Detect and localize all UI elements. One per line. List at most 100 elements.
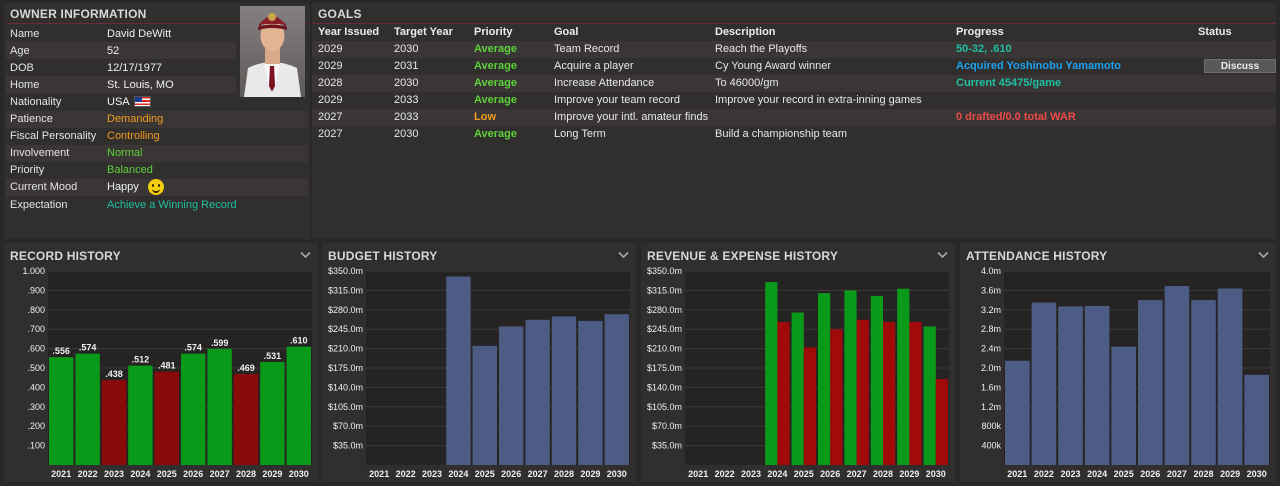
revenue-bar[interactable] bbox=[765, 282, 778, 465]
col-header-target-year[interactable]: Target Year bbox=[394, 26, 453, 38]
goal-row[interactable]: 2028 2030 Average Increase Attendance To 460… bbox=[312, 75, 1276, 92]
chevron-down-icon[interactable] bbox=[1258, 251, 1269, 259]
bar[interactable] bbox=[49, 357, 74, 465]
revenue-bar[interactable] bbox=[923, 326, 936, 465]
bar[interactable] bbox=[260, 361, 285, 465]
goal-description: Reach the Playoffs bbox=[715, 43, 808, 55]
expense-bar[interactable] bbox=[777, 321, 790, 465]
y-tick-label: $245.0m bbox=[647, 324, 682, 334]
revenue-bar[interactable] bbox=[791, 312, 804, 465]
bar[interactable] bbox=[1138, 300, 1163, 465]
bar[interactable] bbox=[1058, 306, 1083, 465]
bar[interactable] bbox=[604, 314, 629, 465]
usa-flag-icon bbox=[133, 96, 151, 108]
x-tick-label: 2021 bbox=[688, 469, 708, 479]
bar[interactable] bbox=[525, 319, 550, 465]
bar-value-label: .610 bbox=[290, 336, 308, 346]
goal-row[interactable]: 2027 2033 Low Improve your intl. amateur fi… bbox=[312, 109, 1276, 126]
goal-priority: Average bbox=[474, 43, 518, 55]
y-tick-label: $140.0m bbox=[328, 382, 363, 392]
expense-bar[interactable] bbox=[830, 329, 843, 465]
bar[interactable] bbox=[1005, 360, 1030, 465]
owner-info-value-text: 52 bbox=[107, 44, 120, 57]
chevron-down-icon[interactable] bbox=[618, 251, 629, 259]
revenue-expense-history-chart: $350.0m $315.0m $280.0m $245.0m $210.0m $175.… bbox=[647, 266, 949, 479]
col-header-status[interactable]: Status bbox=[1198, 26, 1232, 38]
col-header-goal[interactable]: Goal bbox=[554, 26, 579, 38]
x-tick-label: 2029 bbox=[262, 469, 282, 479]
bar[interactable] bbox=[1084, 305, 1110, 465]
expense-bar[interactable] bbox=[909, 321, 922, 465]
expense-bar[interactable] bbox=[883, 321, 896, 465]
y-tick-label: $175.0m bbox=[647, 363, 682, 373]
owner-info-value-text: David DeWitt bbox=[107, 27, 172, 40]
y-tick-label: .900 bbox=[27, 285, 45, 295]
owner-info-value-text: Normal bbox=[107, 147, 143, 160]
bar[interactable] bbox=[1191, 300, 1216, 465]
owner-panel-title: OWNER INFORMATION bbox=[10, 7, 147, 21]
goal-row[interactable]: 2029 2030 Average Team Record Reach the Play… bbox=[312, 41, 1276, 58]
owner-info-label: Nationality bbox=[10, 95, 62, 108]
y-tick-label: .500 bbox=[27, 363, 45, 373]
budget-history-chart: $350.0m $315.0m $280.0m $245.0m $210.0m $175.… bbox=[328, 266, 630, 479]
bar[interactable] bbox=[578, 320, 603, 465]
bar[interactable] bbox=[128, 365, 153, 465]
bar[interactable] bbox=[551, 316, 577, 465]
col-header-progress[interactable]: Progress bbox=[956, 26, 1004, 38]
owner-info-value-text: St. Louis, MO bbox=[107, 78, 174, 91]
bar[interactable] bbox=[499, 326, 524, 465]
bar[interactable] bbox=[1164, 286, 1190, 465]
bar[interactable] bbox=[233, 374, 259, 465]
y-tick-label: 3.2m bbox=[981, 305, 1001, 315]
x-tick-label: 2024 bbox=[767, 469, 787, 479]
revenue-bar[interactable] bbox=[897, 288, 910, 465]
goal-row[interactable]: 2029 2031 Average Acquire a player Cy Young … bbox=[312, 58, 1276, 75]
bar[interactable] bbox=[446, 276, 471, 465]
y-tick-label: 3.6m bbox=[981, 285, 1001, 295]
owner-info-label: Home bbox=[10, 78, 40, 91]
revenue-bar[interactable] bbox=[818, 293, 831, 465]
goal-row[interactable]: 2027 2030 Average Long Term Build a champion… bbox=[312, 126, 1276, 143]
bar[interactable] bbox=[1244, 374, 1269, 465]
x-tick-label: 2023 bbox=[1060, 469, 1080, 479]
x-tick-label: 2023 bbox=[104, 469, 124, 479]
expense-bar[interactable] bbox=[856, 319, 869, 465]
owner-info-value: 12/17/1977 bbox=[107, 62, 162, 74]
goal-target-year: 2033 bbox=[394, 111, 419, 123]
bar[interactable] bbox=[75, 353, 100, 465]
expense-bar[interactable] bbox=[935, 379, 948, 465]
bar-value-label: .574 bbox=[79, 343, 97, 353]
bar[interactable] bbox=[101, 380, 127, 465]
chevron-down-icon[interactable] bbox=[300, 251, 311, 259]
x-tick-label: 2024 bbox=[130, 469, 150, 479]
x-tick-label: 2029 bbox=[899, 469, 919, 479]
x-tick-label: 2021 bbox=[369, 469, 389, 479]
bar[interactable] bbox=[1217, 288, 1243, 465]
revenue-bar[interactable] bbox=[844, 290, 857, 465]
bar[interactable] bbox=[207, 348, 232, 465]
owner-info-label: Priority bbox=[10, 164, 45, 177]
bar[interactable] bbox=[1031, 302, 1057, 465]
col-header-year-issued[interactable]: Year Issued bbox=[318, 26, 380, 38]
bar[interactable] bbox=[286, 346, 311, 465]
goal-target-year: 2030 bbox=[394, 77, 419, 89]
x-tick-label: 2028 bbox=[873, 469, 893, 479]
bar[interactable] bbox=[1111, 346, 1136, 465]
col-header-priority[interactable]: Priority bbox=[474, 26, 513, 38]
bar[interactable] bbox=[154, 371, 179, 465]
x-tick-label: 2026 bbox=[1140, 469, 1160, 479]
goal-name: Improve your team record bbox=[554, 94, 680, 106]
chevron-down-icon[interactable] bbox=[937, 251, 948, 259]
y-tick-label: .100 bbox=[27, 441, 45, 451]
expense-bar[interactable] bbox=[803, 347, 816, 465]
revenue-bar[interactable] bbox=[870, 295, 883, 465]
goal-progress: 50-32, .610 bbox=[956, 43, 1012, 55]
owner-info-label: Involvement bbox=[10, 147, 70, 160]
owner-info-label: Fiscal Personality bbox=[10, 130, 97, 143]
bar[interactable] bbox=[181, 353, 206, 465]
bar[interactable] bbox=[472, 345, 497, 465]
goal-row[interactable]: 2029 2033 Average Improve your team record I… bbox=[312, 92, 1276, 109]
owner-info-row: Expectation Achieve a Winning Record bbox=[6, 196, 308, 213]
discuss-button[interactable]: Discuss bbox=[1204, 59, 1276, 73]
col-header-description[interactable]: Description bbox=[715, 26, 776, 38]
